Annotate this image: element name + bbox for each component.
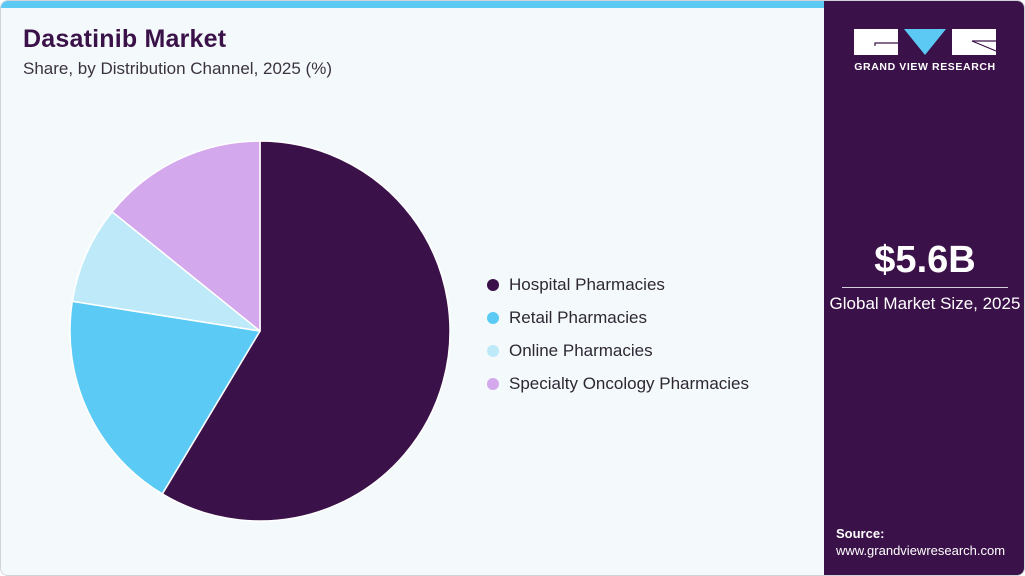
legend-label: Retail Pharmacies [509, 307, 647, 327]
chart-title: Dasatinib Market [23, 25, 227, 53]
legend-label: Online Pharmacies [509, 340, 653, 360]
legend-label: Hospital Pharmacies [509, 274, 665, 294]
top-accent-bar [1, 1, 824, 8]
pie-slice-retail-pharmacies [69, 300, 261, 495]
grand-view-research-logo-icon [854, 29, 996, 55]
legend-item-retail-pharmacies: Retail Pharmacies [487, 301, 749, 334]
pie-slice-specialty-oncology-pharmacies [111, 140, 261, 332]
source-label: Source: [836, 526, 885, 541]
pie-chart [67, 138, 453, 524]
legend-label: Specialty Oncology Pharmacies [509, 373, 750, 393]
info-sidebar: GRAND VIEW RESEARCH $5.6B Global Market … [824, 1, 1024, 575]
legend-dot-icon [487, 278, 499, 291]
legend-dot-icon [487, 311, 499, 324]
market-size-value: $5.6B [874, 239, 976, 281]
logo-text: GRAND VIEW RESEARCH [854, 61, 996, 73]
chart-subtitle: Share, by Distribution Channel, 2025 (%) [23, 59, 332, 78]
legend-dot-icon [487, 377, 499, 390]
pie-slice-hospital-pharmacies [161, 140, 451, 522]
chart-legend: Hospital Pharmacies Retail Pharmacies On… [487, 268, 749, 400]
legend-item-specialty-oncology-pharmacies: Specialty Oncology Pharmacies [487, 367, 749, 400]
legend-item-hospital-pharmacies: Hospital Pharmacies [487, 268, 749, 301]
pie-slice-online-pharmacies [71, 210, 261, 332]
legend-dot-icon [487, 344, 499, 357]
pie-chart-svg [69, 140, 451, 522]
source-url-link[interactable]: www.grandviewresearch.com [836, 543, 1006, 558]
divider [842, 287, 1008, 288]
legend-item-online-pharmacies: Online Pharmacies [487, 334, 749, 367]
market-size-label: Global Market Size, 2025 [829, 294, 1021, 313]
